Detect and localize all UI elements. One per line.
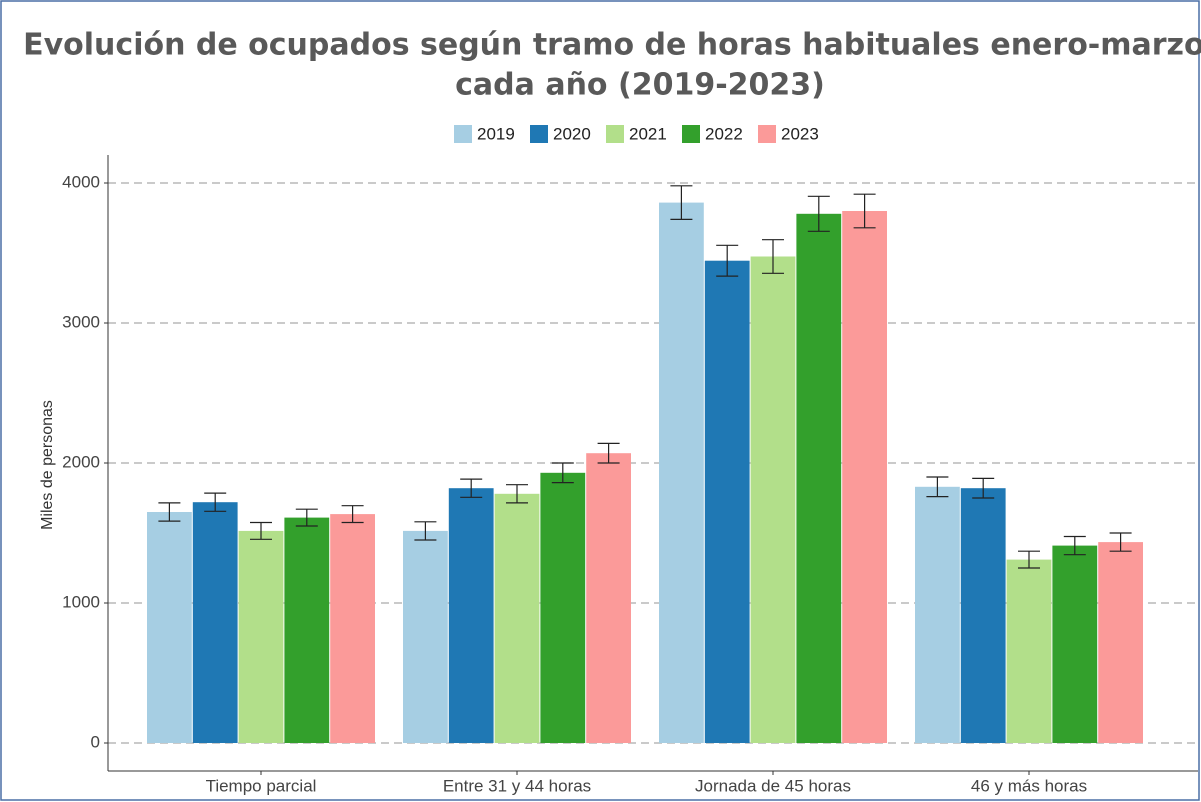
bar: [659, 202, 704, 744]
y-tick-label: 1000: [62, 592, 100, 611]
legend-label: 2022: [705, 124, 743, 143]
bar: [960, 488, 1006, 743]
legend-label: 2019: [477, 124, 515, 143]
error-bar: [460, 478, 483, 498]
error-bar: [250, 521, 272, 540]
error-bar: [158, 502, 181, 522]
error-bar: [762, 239, 784, 274]
bar: [403, 530, 448, 743]
bar: [704, 260, 750, 743]
error-bar: [295, 508, 318, 527]
bar: [1052, 545, 1098, 743]
bar: [1006, 559, 1052, 743]
error-bar: [1109, 532, 1132, 552]
legend-swatch: [758, 125, 776, 143]
error-bar: [670, 185, 693, 220]
bar: [192, 502, 238, 743]
x-tick-label: Jornada de 45 horas: [695, 776, 851, 795]
legend-swatch: [682, 125, 700, 143]
bar: [540, 472, 586, 743]
chart-title: cada año (2019-2023): [455, 68, 825, 103]
bar: [284, 517, 330, 743]
error-bar: [506, 484, 528, 504]
x-tick-label: Tiempo parcial: [206, 776, 317, 795]
bar: [915, 486, 960, 743]
bar: [494, 493, 540, 743]
legend-label: 2021: [629, 124, 667, 143]
legend-swatch: [530, 125, 548, 143]
bar: [330, 514, 375, 743]
bar: [147, 512, 192, 743]
y-tick-label: 0: [91, 732, 100, 751]
bar: [448, 488, 494, 743]
bar: [1098, 542, 1143, 743]
error-bar: [926, 476, 949, 498]
x-tick-label: Entre 31 y 44 horas: [443, 776, 591, 795]
chart-title: Evolución de ocupados según tramo de hor…: [23, 28, 1201, 63]
error-bar: [972, 477, 995, 499]
y-axis-label: Miles de personas: [39, 400, 56, 530]
error-bar: [341, 505, 364, 524]
error-bar: [853, 193, 876, 229]
legend-label: 2020: [553, 124, 591, 143]
bar: [842, 211, 887, 743]
legend-label: 2023: [781, 124, 819, 143]
error-bar: [1018, 550, 1040, 569]
bar: [796, 213, 842, 744]
x-tick-label: 46 y más horas: [971, 776, 1087, 795]
bar: [238, 530, 284, 743]
error-bar: [1063, 535, 1086, 556]
error-bar: [597, 442, 620, 464]
bar: [750, 256, 796, 743]
y-tick-label: 2000: [62, 452, 100, 471]
legend-swatch: [606, 125, 624, 143]
error-bar: [716, 244, 739, 277]
y-tick-label: 4000: [62, 172, 100, 191]
bar: [586, 453, 631, 743]
error-bar: [414, 521, 437, 541]
legend-swatch: [454, 125, 472, 143]
error-bar: [807, 195, 830, 232]
error-bar: [551, 462, 574, 484]
error-bar: [204, 492, 227, 512]
y-tick-label: 3000: [62, 312, 100, 331]
